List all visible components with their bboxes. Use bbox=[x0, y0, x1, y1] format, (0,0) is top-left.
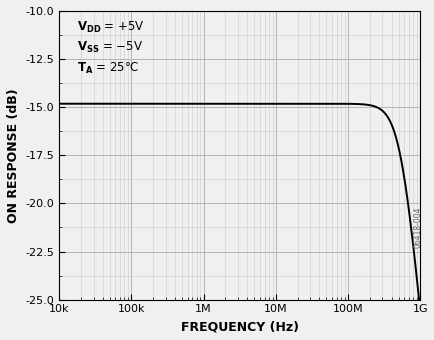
Y-axis label: ON RESPONSE (dB): ON RESPONSE (dB) bbox=[7, 88, 20, 223]
Text: $\mathbf{V_{DD}}$ = +5V
$\mathbf{V_{SS}}$ = −5V
$\mathbf{T_A}$ = 25°C: $\mathbf{V_{DD}}$ = +5V $\mathbf{V_{SS}}… bbox=[77, 20, 145, 76]
Text: 06418-004: 06418-004 bbox=[412, 206, 421, 248]
X-axis label: FREQUENCY (Hz): FREQUENCY (Hz) bbox=[180, 320, 298, 333]
